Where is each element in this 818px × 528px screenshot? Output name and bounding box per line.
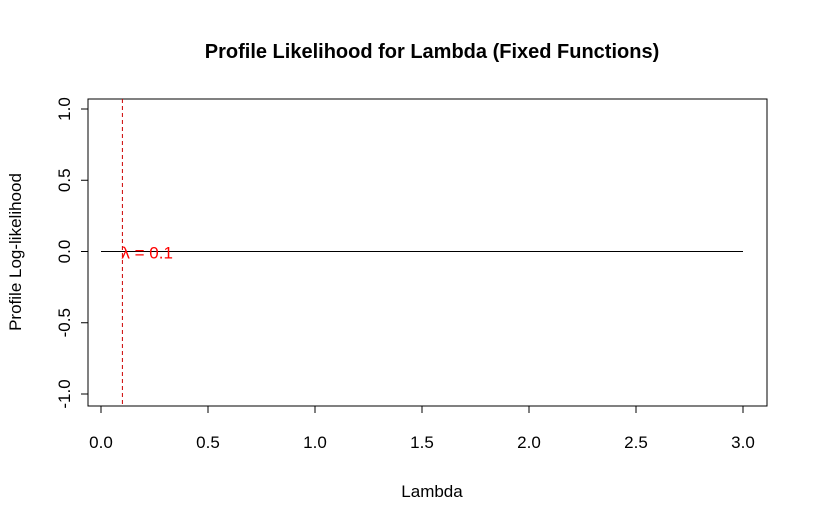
y-axis: -1.0 -0.5 0.0 0.5 1.0 (55, 97, 89, 409)
x-tick-label: 3.0 (731, 433, 755, 452)
y-tick-label: 1.0 (55, 97, 74, 121)
x-axis-label: Lambda (401, 482, 463, 501)
chart-title: Profile Likelihood for Lambda (Fixed Fun… (205, 41, 659, 63)
y-tick-label: -0.5 (55, 308, 74, 337)
x-tick-label: 2.5 (624, 433, 648, 452)
lambda-annotation: λ = 0.1 (121, 244, 173, 263)
x-tick-label: 1.0 (303, 433, 327, 452)
x-tick-label: 2.0 (517, 433, 541, 452)
y-tick-label: 0.0 (55, 240, 74, 264)
plot-frame (87, 98, 768, 407)
y-axis-label: Profile Log-likelihood (6, 173, 25, 331)
plot-content: λ = 0.1 (101, 99, 743, 406)
x-tick-label: 1.5 (410, 433, 434, 452)
x-tick-label: 0.5 (196, 433, 220, 452)
x-axis: 0.0 0.5 1.0 1.5 2.0 2.5 3.0 (89, 405, 755, 452)
y-tick-label: 0.5 (55, 168, 74, 192)
x-tick-label: 0.0 (89, 433, 113, 452)
y-tick-label: -1.0 (55, 379, 74, 408)
